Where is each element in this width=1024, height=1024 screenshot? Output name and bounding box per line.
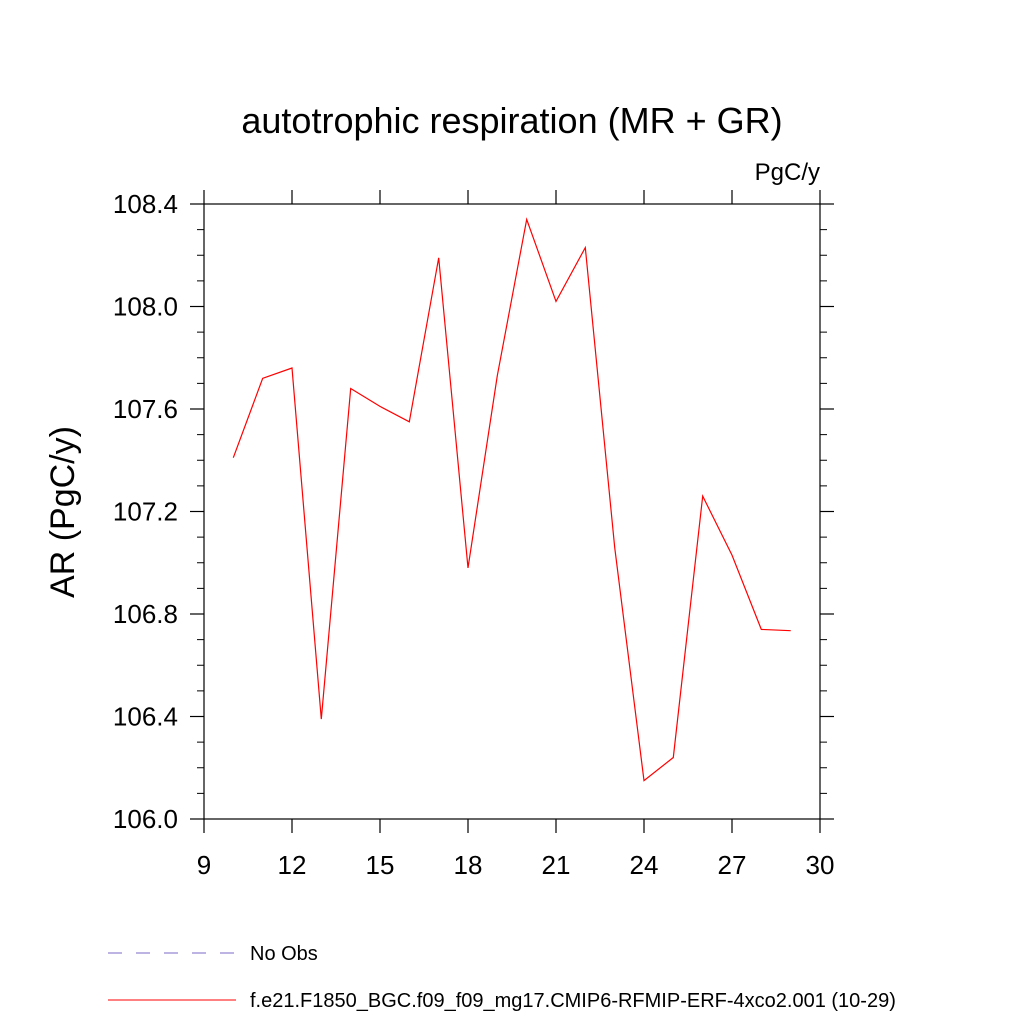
legend-label-no-obs: No Obs [250, 943, 318, 965]
x-tick-label: 24 [630, 850, 659, 880]
y-tick-label: 106.4 [113, 702, 178, 732]
y-tick-label: 108.4 [113, 189, 178, 219]
legend: No Obs f.e21.F1850_BGC.f09_f09_mg17.CMIP… [108, 943, 896, 1012]
y-tick-label: 106.0 [113, 804, 178, 834]
y-tick-label: 106.8 [113, 599, 178, 629]
y-tick-label: 107.6 [113, 394, 178, 424]
y-axis-label: AR (PgC/y) [44, 426, 82, 598]
plot-frame [203, 203, 821, 820]
axis-ticks [190, 190, 834, 833]
legend-label-model-run: f.e21.F1850_BGC.f09_f09_mg17.CMIP6-RFMIP… [250, 990, 896, 1012]
x-tick-label: 21 [542, 850, 571, 880]
axis-tick-labels: 9 12 15 18 21 24 27 30 106.0 106.4 106.8 107.2 107.6… [113, 189, 835, 880]
chart-title: autotrophic respiration (MR + GR) [241, 100, 782, 141]
y-tick-label: 107.2 [113, 497, 178, 527]
units-label: PgC/y [755, 159, 820, 186]
y-tick-label: 108.0 [113, 292, 178, 322]
x-tick-label: 9 [197, 850, 211, 880]
x-tick-label: 18 [454, 850, 483, 880]
x-tick-label: 12 [278, 850, 307, 880]
x-tick-label: 15 [366, 850, 395, 880]
series-layer [232, 217, 791, 782]
series-line [232, 217, 791, 782]
x-tick-label: 27 [718, 850, 747, 880]
x-tick-label: 30 [806, 850, 835, 880]
